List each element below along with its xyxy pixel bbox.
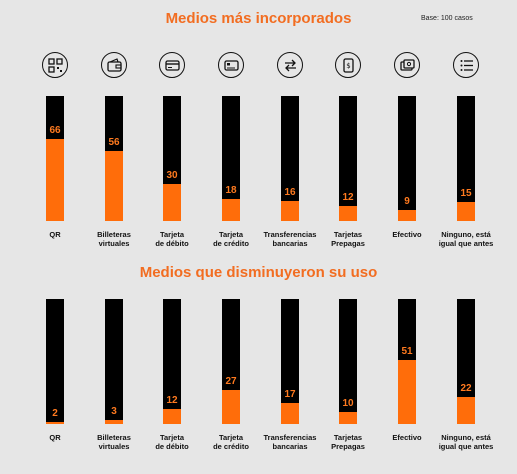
top-data-label: 56	[108, 137, 120, 148]
bottom-category-label: Transferencias bancarias	[263, 433, 317, 451]
bottom-category-label: Tarjetas Prepagas	[331, 433, 365, 451]
top-bar	[281, 201, 299, 221]
top-category-label: QR	[49, 230, 61, 239]
top-data-label: 16	[284, 187, 296, 198]
top-bar	[457, 202, 475, 221]
bottom-bar	[163, 409, 181, 424]
top-category-label: Ninguno, está igual que antes	[438, 230, 494, 248]
top-bar-background	[457, 96, 475, 221]
top-data-label: 30	[166, 169, 178, 181]
top-data-label: 15	[460, 188, 472, 200]
bottom-category-label: Tarjeta de débito	[155, 433, 189, 451]
prepaid-card-icon: $	[335, 52, 361, 78]
top-bar	[105, 151, 123, 221]
top-bar-background	[222, 96, 240, 221]
bottom-bar-background	[46, 299, 64, 424]
bottom-category-label: Billeteras virtuales	[97, 433, 131, 451]
bottom-bar-background	[105, 299, 123, 424]
bottom-category-label: QR	[49, 433, 61, 442]
list-icon	[453, 52, 479, 78]
bottom-data-label: 10	[342, 397, 354, 409]
transfer-arrows-icon	[277, 52, 303, 78]
debit-card-icon	[159, 52, 185, 78]
top-bar	[222, 198, 240, 221]
bottom-bar	[457, 396, 475, 424]
bottom-bar	[105, 420, 123, 424]
bottom-data-label: 2	[52, 407, 58, 419]
top-category-label: Tarjeta de débito	[155, 230, 189, 248]
bottom-bar	[398, 360, 416, 424]
bottom-bar-background	[163, 299, 181, 424]
bottom-bar	[339, 411, 357, 424]
bottom-data-label: 22	[460, 382, 472, 394]
bottom-bar	[222, 390, 240, 424]
bottom-category-label: Efectivo	[392, 433, 422, 442]
bottom-bar-background	[281, 299, 299, 424]
bottom-bar-background	[457, 299, 475, 424]
bottom-bar-background	[339, 299, 357, 424]
bottom-data-label: 17	[284, 388, 296, 400]
bottom-category-label: Tarjeta de crédito	[213, 433, 249, 451]
top-category-label: Tarjeta de crédito	[213, 230, 249, 248]
top-category-label: Tarjetas Prepagas	[331, 230, 365, 248]
top-bar	[163, 183, 181, 221]
top-bar-background	[339, 96, 357, 221]
cash-icon	[394, 52, 420, 78]
top-data-label: 66	[49, 124, 61, 136]
chart-title-top: Medios más incorporados	[165, 10, 352, 27]
bottom-data-label: 12	[166, 395, 178, 406]
top-data-label: 12	[342, 192, 354, 203]
top-category-label: Billeteras virtuales	[97, 230, 131, 248]
bottom-data-label: 3	[111, 406, 117, 418]
top-category-label: Efectivo	[392, 230, 422, 239]
top-bar	[46, 138, 64, 221]
bottom-data-label: 51	[401, 346, 413, 358]
bottom-bar	[46, 421, 64, 424]
top-bar-background	[398, 96, 416, 221]
top-bar	[339, 206, 357, 221]
bottom-category-label: Ninguno, está igual que antes	[438, 433, 494, 451]
top-data-label: 18	[225, 184, 237, 196]
top-bar-background	[281, 96, 299, 221]
svg-text:$: $	[346, 62, 350, 70]
bottom-data-label: 27	[225, 376, 237, 388]
qr-code-icon	[42, 52, 68, 78]
credit-card-icon	[218, 52, 244, 78]
top-data-label: 9	[404, 195, 410, 207]
top-bar	[398, 209, 416, 221]
base-note: Base: 100 casos	[421, 15, 473, 22]
bottom-bar	[281, 402, 299, 424]
top-category-label: Transferencias bancarias	[263, 230, 317, 248]
chart-title-bottom: Medios que disminuyeron su uso	[139, 264, 378, 281]
wallet-icon	[101, 52, 127, 78]
